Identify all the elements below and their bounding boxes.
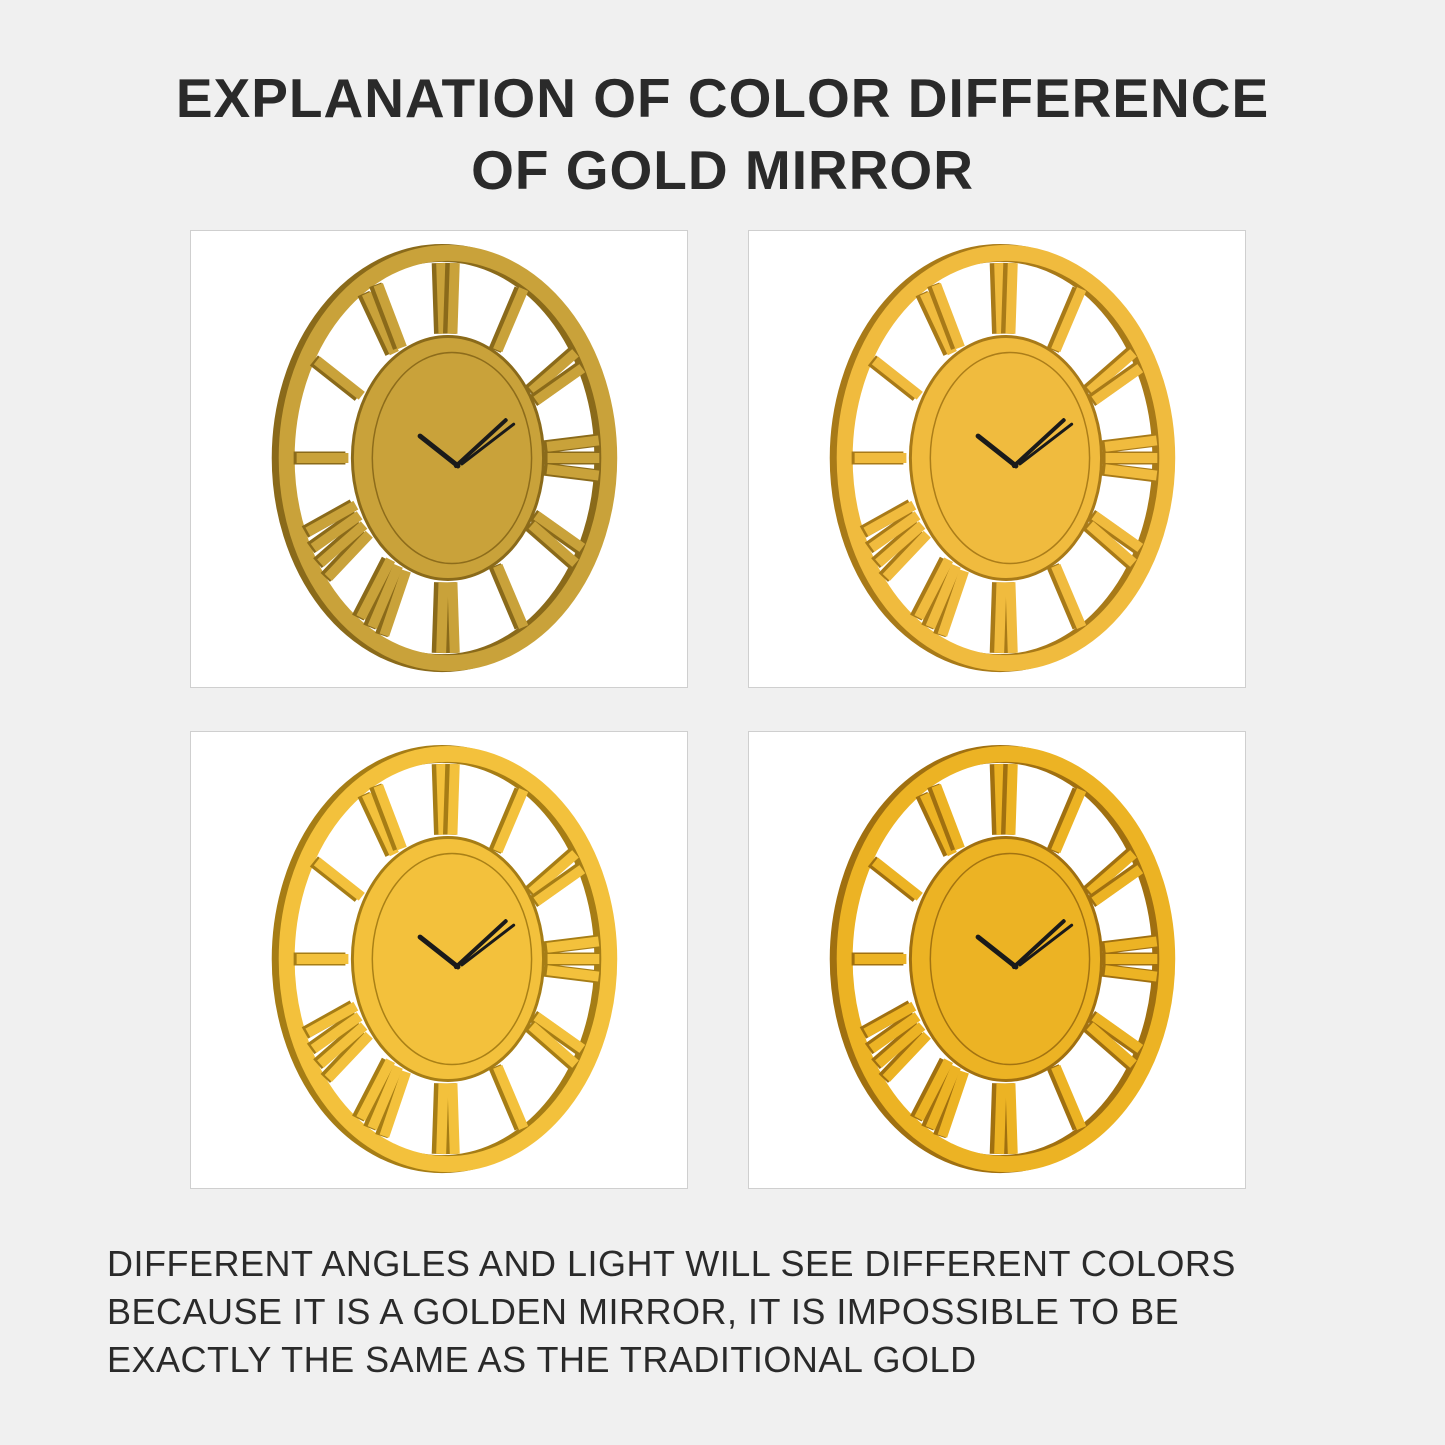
clock-icon [829, 243, 1176, 673]
clock-image-3 [190, 731, 688, 1189]
clock-image-2 [748, 230, 1246, 688]
caption-line-1: DIFFERENT ANGLES AND LIGHT WILL SEE DIFF… [107, 1243, 1236, 1284]
caption: DIFFERENT ANGLES AND LIGHT WILL SEE DIFF… [107, 1240, 1236, 1384]
caption-line-3: EXACTLY THE SAME AS THE TRADITIONAL GOLD [107, 1339, 977, 1380]
clock-icon [271, 744, 618, 1174]
page-title-line-1: EXPLANATION OF COLOR DIFFERENCE [175, 67, 1270, 129]
clock-image-4 [748, 731, 1246, 1189]
page-title-line-2: OF GOLD MIRROR [471, 139, 974, 201]
caption-line-2: BECAUSE IT IS A GOLDEN MIRROR, IT IS IMP… [107, 1291, 1180, 1332]
clock-icon [271, 243, 618, 673]
clock-icon [829, 744, 1176, 1174]
clock-image-1 [190, 230, 688, 688]
